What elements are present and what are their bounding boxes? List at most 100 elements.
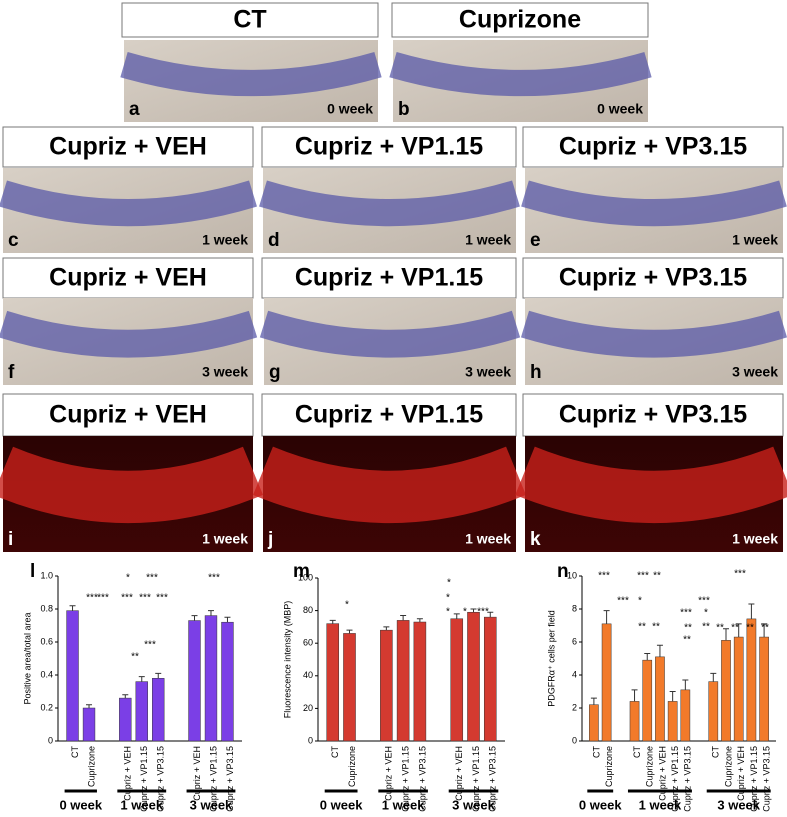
y-tick-label: 80 [303, 605, 313, 615]
title-box [391, 2, 649, 38]
y-tick-label: 100 [298, 572, 313, 582]
bar [589, 704, 599, 742]
bar [343, 633, 356, 742]
significance: *** [477, 607, 489, 618]
category-label: Cuprizone [723, 746, 733, 787]
significance: *** [139, 593, 151, 604]
week-label: 1 week [202, 232, 248, 248]
category-label: CT [711, 746, 721, 758]
error-bar [603, 610, 610, 624]
category-label: Cupriz + VEH [454, 746, 464, 801]
y-tick-label: 0 [572, 735, 577, 745]
y-tick-label: 4 [572, 669, 577, 679]
panel-title: Cupriz + VP3.15 [559, 133, 747, 161]
significance: ** [653, 571, 661, 582]
significance: ** [652, 622, 660, 633]
error-bar [761, 623, 768, 638]
panel-letter: j [267, 529, 273, 550]
stained-tract [0, 446, 264, 523]
category-label: Cuprizone [347, 746, 357, 787]
bar [667, 701, 678, 742]
bar [708, 681, 719, 742]
error-bar [400, 614, 407, 621]
group-label: 3 week [717, 797, 760, 812]
error-bar [383, 626, 390, 631]
bar [221, 621, 234, 742]
panel-letter: g [269, 362, 281, 383]
error-bar [644, 653, 651, 661]
panel-title: Cupriz + VEH [49, 133, 207, 161]
significance: ** [731, 623, 739, 634]
category-label: Cupriz + VP3.15 [225, 746, 235, 812]
bar [483, 616, 497, 742]
category-label: Cuprizone [645, 746, 655, 787]
error-bar [86, 704, 93, 708]
significance: *** [598, 571, 610, 582]
stained-tract [521, 180, 787, 227]
significance: * [463, 607, 467, 618]
error-bar [224, 616, 231, 623]
panel-letter: n [557, 561, 569, 582]
error-bar [723, 628, 729, 641]
panel-title: Cupriz + VP1.15 [295, 264, 483, 292]
bar [601, 623, 612, 742]
category-label: Cupriz + VEH [192, 746, 202, 801]
significance: ** [684, 623, 692, 634]
week-label: 3 week [202, 364, 248, 380]
week-label: 3 week [465, 364, 511, 380]
panel-title: Cupriz + VP3.15 [559, 264, 747, 292]
bar [655, 656, 665, 742]
title-box [2, 126, 254, 168]
significance: ** [683, 635, 691, 646]
week-label: 0 week [327, 101, 373, 117]
significance: *** [698, 596, 710, 607]
error-bar [346, 629, 353, 634]
group-label: 1 week [639, 797, 682, 812]
y-tick-label: 0 [308, 735, 313, 745]
significance: *** [121, 593, 133, 604]
bar [135, 681, 148, 742]
bar [450, 618, 464, 742]
error-bar [453, 613, 460, 619]
category-label: Cupriz + VP3.15 [683, 746, 693, 812]
group-label: 1 week [120, 797, 163, 812]
category-label: Cupriz + VEH [384, 746, 394, 801]
category-label: CT [330, 746, 340, 758]
y-tick-label: 0.6 [40, 636, 53, 646]
title-box [261, 126, 517, 168]
significance: ** [746, 623, 754, 634]
category-label: Cupriz + VP1.15 [208, 746, 218, 812]
category-label: Cupriz + VP1.15 [139, 746, 149, 812]
week-label: 1 week [732, 232, 778, 248]
significance: ** [638, 622, 646, 633]
significance: *** [144, 640, 156, 651]
significance: * [704, 608, 708, 619]
significance: * [638, 596, 642, 607]
panel-title: Cupriz + VP1.15 [295, 401, 483, 429]
category-label: Cupriz + VP1.15 [749, 746, 759, 812]
category-label: Cuprizone [604, 746, 614, 787]
error-bar [748, 603, 755, 619]
significance: *** [734, 569, 746, 580]
error-bar [631, 689, 638, 702]
bar [629, 701, 640, 742]
bar [733, 636, 744, 742]
stained-tract [389, 51, 652, 97]
y-tick-label: 6 [572, 636, 577, 646]
error-bar [69, 605, 76, 611]
stained-tract [520, 310, 787, 358]
bar [66, 610, 79, 742]
category-label: Cupriz + VEH [736, 746, 746, 801]
bar [204, 615, 218, 742]
panel-letter: d [268, 230, 280, 251]
panel-title: Cuprizone [459, 6, 581, 34]
category-label: Cupriz + VP1.15 [670, 746, 680, 812]
stained-tract [120, 52, 382, 97]
y-tick-label: 10 [567, 570, 577, 580]
category-label: CT [70, 746, 80, 758]
bar [642, 659, 653, 742]
significance: ** [702, 622, 710, 633]
error-bar [191, 615, 198, 621]
significance: *** [680, 608, 692, 619]
bar [188, 620, 201, 742]
